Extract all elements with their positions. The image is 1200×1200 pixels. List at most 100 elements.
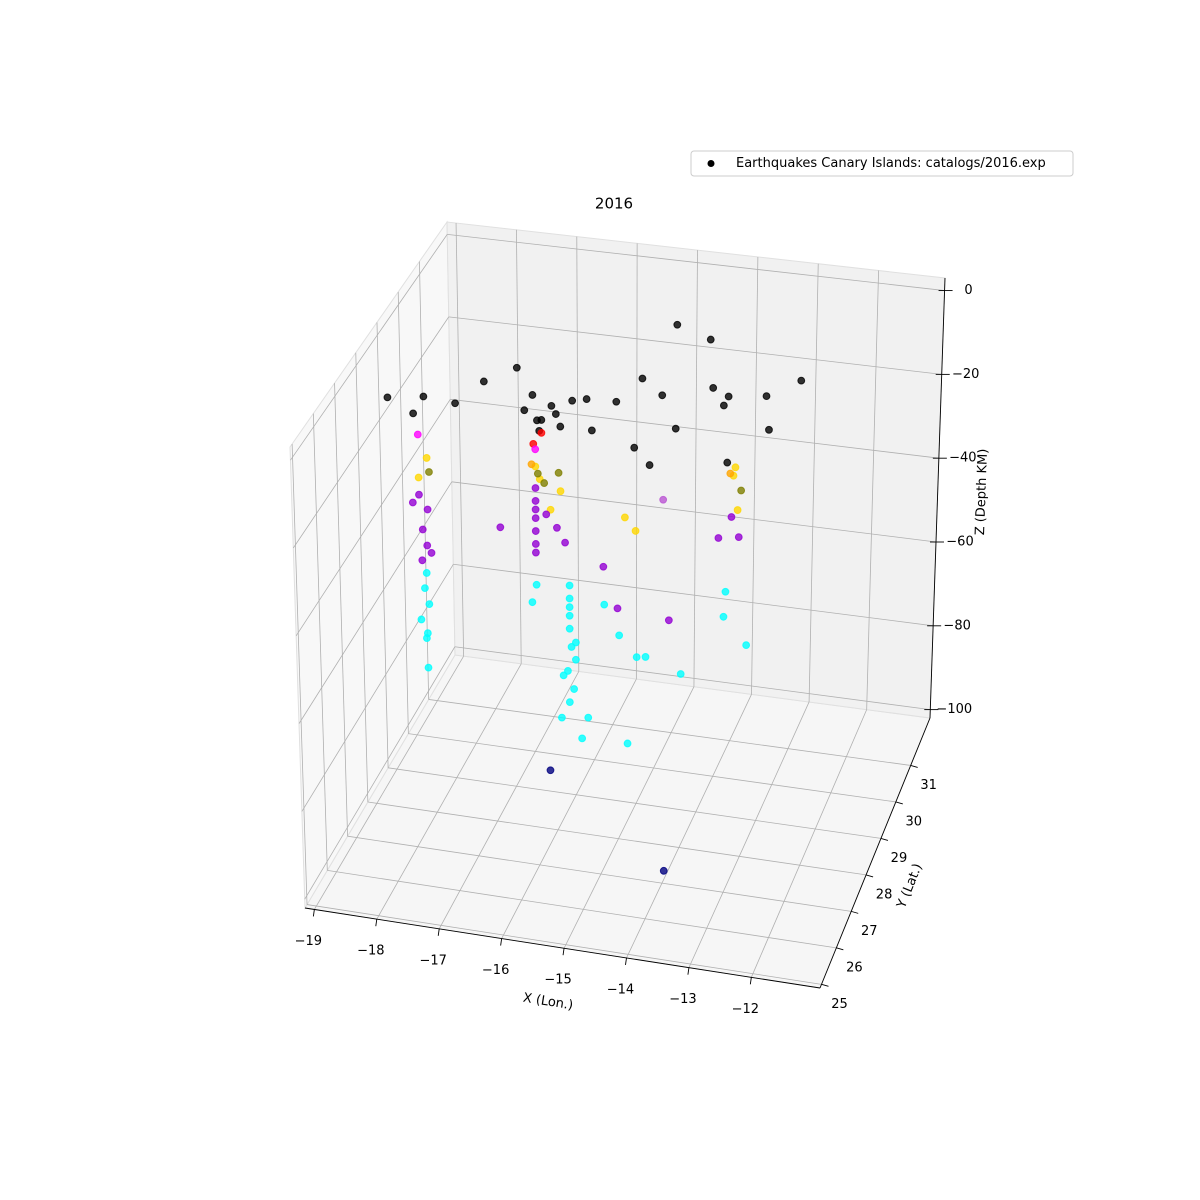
point [383,393,392,402]
point [520,406,529,415]
point [565,611,574,620]
point [531,505,540,514]
x-tick [312,909,315,917]
x-tick-label: −14 [607,982,634,997]
point [554,468,563,477]
legend-box [690,150,1074,177]
grid-line [334,383,348,837]
x-tick [500,938,503,946]
grid-line [367,801,867,876]
y-tick [910,764,918,768]
point [671,424,680,433]
x-tick-label: −12 [732,1002,759,1017]
point [422,454,431,462]
point [422,569,431,577]
point [658,391,667,400]
y-tick [895,801,903,805]
z-axis-label: Z (Depth KM) [973,448,991,535]
point [762,392,771,401]
point [613,604,622,613]
point [425,600,434,609]
point [584,713,593,722]
point [561,538,569,547]
point [531,445,540,454]
legend-label: Earthquakes Canary Islands: catalogs/201… [736,156,1046,171]
z-tick-label: 0 [964,283,972,298]
y-tick-label: 26 [846,960,863,975]
point [731,463,740,472]
grid-line [295,399,451,637]
point [615,631,624,640]
point [565,624,574,633]
y-tick-label: 25 [831,997,848,1012]
x-tick-label: −18 [357,944,384,959]
grid-line [408,733,896,803]
y-tick-label: 29 [891,851,908,866]
x-axis [304,907,821,989]
grid-line [563,686,695,949]
point [537,428,546,437]
point [421,584,429,593]
point [556,487,565,496]
y-axis-label: Y (Lat.) [894,862,926,912]
grid-line [447,233,945,291]
x-tick-label: −15 [544,973,571,988]
point [531,527,540,535]
chart-title: 2016 [595,195,633,213]
y-tick-label: 31 [920,778,937,793]
point [553,523,561,532]
point [528,598,537,607]
point [423,634,431,642]
grid-line [376,663,522,920]
point [427,549,436,557]
point [451,399,459,408]
x-tick-label: −13 [669,992,696,1007]
grid-line [376,322,389,768]
z-tick-label: −60 [946,535,973,550]
point [527,460,536,469]
grid-line [450,398,939,459]
grid-line [327,869,837,949]
grid-line [388,767,882,839]
grid-line [576,236,580,672]
point [528,391,537,399]
x-tick [562,948,565,956]
point [533,469,542,478]
point [423,505,432,514]
x-tick-label: −16 [482,963,509,978]
point [709,384,718,392]
grid-line [448,316,942,375]
point [721,587,730,596]
point [418,525,427,534]
grid-line [290,234,448,461]
point [570,685,579,693]
point [631,527,640,535]
z-tick-label: −80 [943,618,970,633]
point [423,541,432,550]
point [797,376,806,385]
grid-line [454,646,931,711]
point [587,426,596,435]
point [565,698,574,706]
point [724,392,733,401]
point [676,670,685,678]
grid-line [626,694,752,959]
point [542,510,551,519]
legend: Earthquakes Canary Islands: catalogs/201… [690,150,1074,177]
point [719,401,728,410]
grid-line [438,671,580,930]
point [599,562,608,571]
point [414,473,423,482]
point [546,766,555,775]
z-tick-label: −20 [952,367,979,382]
point [737,486,746,495]
point [565,594,574,603]
point [512,363,521,372]
point [578,734,587,743]
grid-line [516,229,522,664]
point [551,410,560,418]
point [612,397,621,406]
z-tick-label: −40 [949,451,976,466]
point [531,497,540,505]
